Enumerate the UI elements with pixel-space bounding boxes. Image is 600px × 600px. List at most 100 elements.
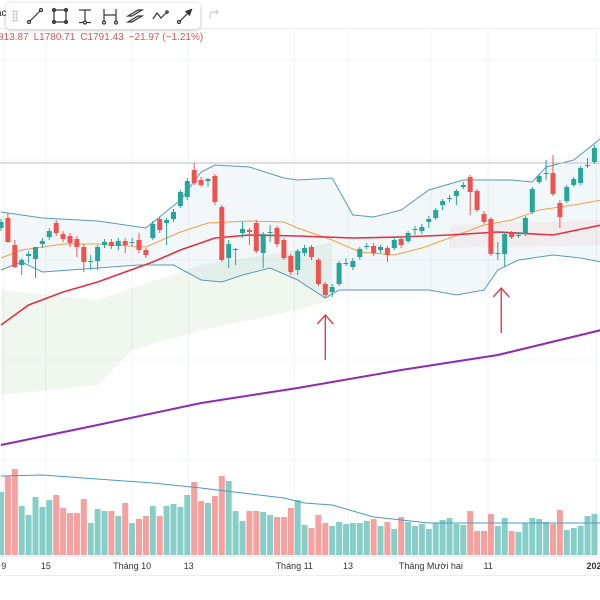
volume-bar xyxy=(336,522,343,555)
volume-bar xyxy=(363,521,370,555)
volume-bar xyxy=(211,496,218,555)
volume-bar xyxy=(149,506,156,555)
volume-bar xyxy=(398,517,405,555)
volume-bar xyxy=(11,469,18,555)
annotations[interactable] xyxy=(316,286,510,360)
candle-body xyxy=(474,191,480,210)
candle-body xyxy=(405,233,411,241)
candle-body xyxy=(143,250,149,255)
volume-bar xyxy=(73,513,80,555)
time-axis[interactable]: 9 15 Tháng 10 13 Tháng 11 13 Tháng Mười hai 11 2… xyxy=(0,556,600,576)
candle-body xyxy=(26,254,32,256)
vertical-measure-icon[interactable] xyxy=(74,5,96,27)
volume-bar xyxy=(487,514,494,555)
parallel-channel-icon[interactable] xyxy=(124,5,146,27)
volume-bar xyxy=(384,522,391,555)
candle-body xyxy=(529,189,535,212)
volume-bar xyxy=(67,513,73,555)
path-icon[interactable] xyxy=(149,5,171,27)
candle-body xyxy=(398,239,404,245)
candle-body xyxy=(509,233,515,237)
bollinger-fill xyxy=(1,139,600,298)
candle-body xyxy=(315,260,321,284)
volume-bar xyxy=(225,481,232,555)
volume-bar xyxy=(370,519,377,555)
candle-body xyxy=(495,253,501,254)
candle-body xyxy=(336,263,342,284)
candle-body xyxy=(440,201,446,205)
volume-bar xyxy=(60,508,67,555)
x-tick-label: Tháng Mười hai xyxy=(398,561,463,571)
volume-bar xyxy=(39,507,46,555)
volume-bar xyxy=(163,506,170,555)
volume-bar xyxy=(294,500,301,555)
candle-body xyxy=(350,261,356,267)
candle-body xyxy=(571,179,577,185)
volume-bar xyxy=(418,524,425,555)
volume-bar xyxy=(218,476,225,555)
volume-bar xyxy=(556,510,563,555)
volume-bar xyxy=(405,522,412,555)
redo-icon[interactable] xyxy=(207,8,221,22)
drag-handle-icon[interactable] xyxy=(12,10,18,22)
candle-body xyxy=(550,173,556,194)
arrow-line-icon[interactable] xyxy=(174,5,196,27)
candle-body xyxy=(157,219,163,230)
candle-body xyxy=(371,246,377,253)
volume-bar xyxy=(543,522,550,555)
trend-line-icon[interactable] xyxy=(24,5,46,27)
candle-body xyxy=(522,218,528,234)
candle-body xyxy=(33,247,38,259)
candle-body xyxy=(129,242,135,243)
candle-body xyxy=(536,176,542,182)
candle-body xyxy=(543,173,549,174)
candle-body xyxy=(253,223,259,251)
candle-body xyxy=(384,248,390,255)
candle-body xyxy=(281,240,287,258)
rectangle-icon[interactable] xyxy=(49,5,71,27)
volume-ma xyxy=(0,474,600,524)
ohlc-open-partial: 813.87 xyxy=(0,32,29,43)
volume-bar xyxy=(412,526,418,555)
candle-body xyxy=(433,210,439,218)
volume-bar xyxy=(584,516,591,555)
volume-bar xyxy=(191,482,198,555)
arrow-head xyxy=(492,286,510,298)
candle-body xyxy=(5,218,11,242)
volume-bar xyxy=(0,492,4,555)
volume-bar xyxy=(301,525,308,555)
volume-bar xyxy=(536,519,543,555)
candle-body xyxy=(136,240,142,250)
candle-body xyxy=(19,260,25,265)
bollinger-fill-area xyxy=(1,139,600,298)
candle-body xyxy=(343,263,349,264)
candle-body xyxy=(591,148,597,162)
candle-body xyxy=(226,244,232,258)
candle-body xyxy=(122,241,128,245)
volume-bar xyxy=(322,523,329,555)
candle-body xyxy=(115,241,121,246)
volume-bar xyxy=(439,520,446,555)
volume-bar xyxy=(432,523,439,555)
candle-body xyxy=(150,224,156,238)
candle-body xyxy=(557,203,563,217)
candle-body xyxy=(95,247,101,261)
volume-bar xyxy=(591,514,598,555)
ohlc-low: L1780.71 xyxy=(33,32,76,43)
volume-bar xyxy=(80,499,87,555)
candle-body xyxy=(233,249,239,250)
volume-bar xyxy=(87,523,94,555)
volume-bar xyxy=(356,523,363,555)
candle-body xyxy=(460,185,466,187)
candle-body xyxy=(357,249,363,257)
candle-body xyxy=(164,220,170,223)
volume-bar xyxy=(577,526,584,555)
x-tick-label: 11 xyxy=(483,561,493,571)
candle-body xyxy=(74,239,80,247)
candle-body xyxy=(585,165,590,166)
candle-body xyxy=(295,251,301,270)
ohlc-change: −21.97 (−1.21%) xyxy=(128,32,204,43)
x-tick-label: 13 xyxy=(343,561,354,571)
date-range-icon[interactable] xyxy=(99,5,121,27)
